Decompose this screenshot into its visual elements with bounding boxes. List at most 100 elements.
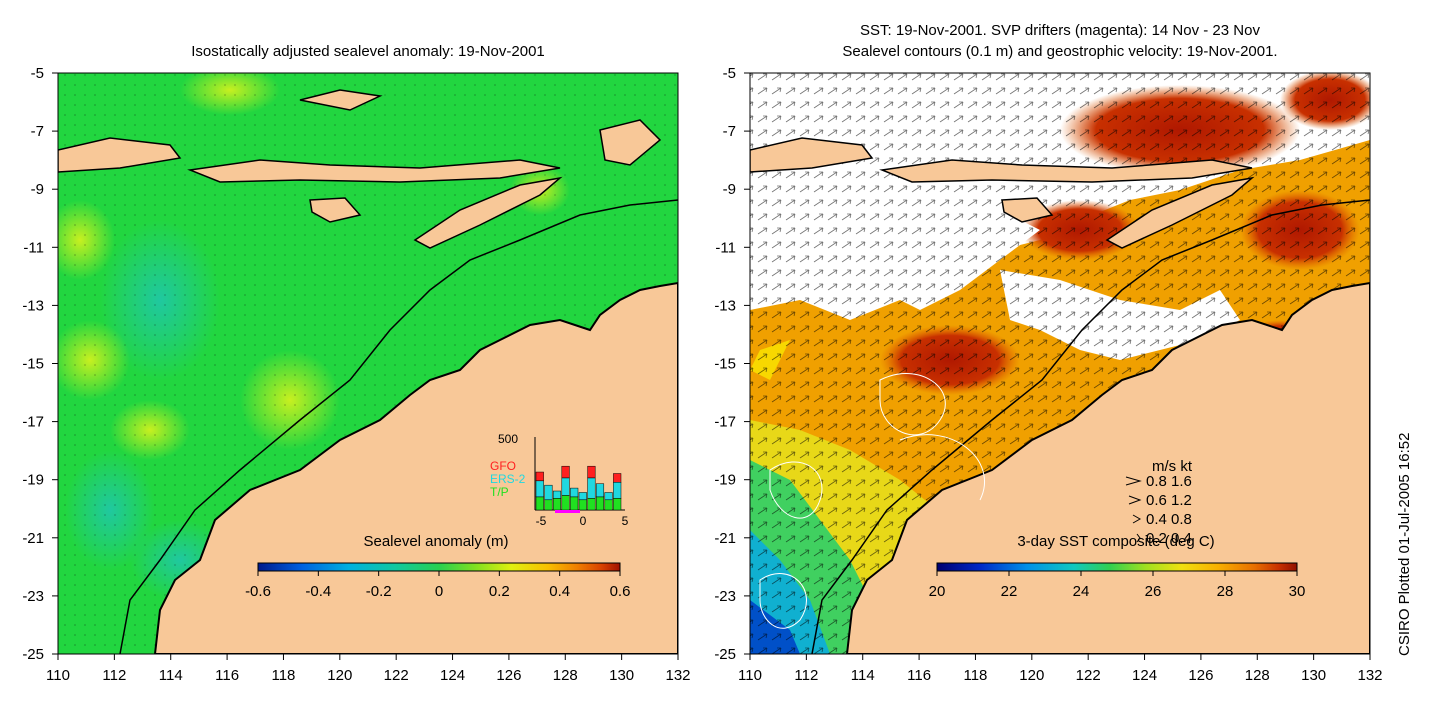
right-ytick-label: -5: [723, 65, 736, 82]
right-xtick-label: 128: [1245, 667, 1270, 684]
histogram-bar-ers: [613, 482, 622, 499]
left-ytick-label: -21: [22, 530, 44, 547]
histogram-bar-ers: [578, 492, 587, 501]
histogram-xtick-label: 0: [580, 514, 587, 528]
right-ytick-label: -9: [723, 181, 736, 198]
right-xtick-label: 120: [1019, 667, 1044, 684]
histogram-bar-gfo: [535, 471, 544, 482]
right-xtick-label: 114: [851, 667, 875, 684]
left-colorbar-ticks: -0.6 -0.4 -0.2 0 0.2 0.4 0.6: [245, 571, 630, 600]
histogram-bar-tp: [578, 499, 587, 511]
left-ytick-label: -23: [22, 588, 44, 605]
timor-island: [413, 176, 563, 249]
left-ytick-label: -17: [22, 414, 44, 431]
sumbawa-flores-islands-right: [879, 159, 1253, 183]
sumba-island: [309, 197, 362, 223]
histogram-bar-ers: [561, 477, 570, 496]
left-title: Isostatically adjusted sealevel anomaly:…: [191, 43, 545, 60]
right-xtick-label: 132: [1357, 667, 1382, 684]
colorbar-tick-label: 26: [1145, 583, 1162, 600]
left-ytick-label: -5: [31, 65, 44, 82]
right-xtick-label: 130: [1301, 667, 1326, 684]
left-xtick-label: 130: [609, 667, 634, 684]
histogram-bar-ers: [570, 487, 579, 498]
histogram-bar-gfo: [587, 465, 596, 479]
right-ytick-label: -7: [723, 123, 736, 140]
colorbar-tick-label: 30: [1289, 583, 1306, 600]
colorbar-tick-label: 20: [929, 583, 946, 600]
left-xtick-label: 112: [102, 667, 126, 684]
left-colorbar-label: Sealevel anomaly (m): [363, 533, 508, 550]
right-title-line1: SST: 19-Nov-2001. SVP drifters (magenta)…: [860, 22, 1260, 39]
histogram-xtick-label: 5: [622, 514, 629, 528]
left-ytick-label: -7: [31, 123, 44, 140]
northern-islands: [299, 89, 662, 166]
colorbar-tick-label: 24: [1073, 583, 1090, 600]
histogram-bar-tp: [613, 498, 622, 511]
histogram-bar-tp: [595, 496, 605, 511]
histogram-bar-ers: [587, 477, 596, 499]
left-xtick-label: 120: [327, 667, 352, 684]
velocity-legend-row: 0.4 0.8: [1146, 511, 1192, 528]
colorbar-tick-label: -0.6: [245, 583, 271, 600]
right-ytick-label: -11: [715, 239, 736, 256]
australia-land: [153, 281, 678, 654]
histogram-bar-ers: [535, 480, 544, 498]
right-ytick-label: -13: [714, 297, 736, 314]
right-colorbar-ticks: 20 22 24 26 28 30: [929, 571, 1306, 600]
velocity-legend-header: m/s kt: [1152, 458, 1193, 475]
right-title-line2: Sealevel contours (0.1 m) and geostrophi…: [842, 43, 1277, 60]
right-ytick-label: -21: [714, 530, 736, 547]
left-ytick-label: -13: [22, 297, 44, 314]
right-map: [750, 73, 1370, 654]
histogram-bar-ers: [595, 483, 605, 498]
right-xtick-label: 122: [1076, 667, 1101, 684]
histogram-legend-tp: T/P: [490, 485, 509, 499]
velocity-arrow-icon: [1136, 533, 1141, 543]
right-xtick-label: 124: [1132, 667, 1157, 684]
histogram-bar-tp: [544, 499, 553, 511]
histogram-bar-tp: [561, 495, 570, 511]
histogram-bar-tp: [570, 496, 579, 511]
histogram-ymax: 500: [498, 432, 518, 446]
colorbar-tick-label: -0.4: [305, 583, 331, 600]
colorbar-tick-label: 0.2: [489, 583, 510, 600]
drifter-range-bar: [555, 510, 580, 513]
right-ytick-label: -25: [714, 646, 736, 663]
java-island: [58, 137, 182, 173]
colorbar-tick-label: 22: [1001, 583, 1018, 600]
velocity-legend: m/s kt 0.8 1.6 0.6 1.2 0.4 0.8 0.2 0.4: [1125, 458, 1193, 547]
histogram-bar-ers: [552, 490, 562, 499]
left-xtick-label: 122: [384, 667, 409, 684]
sumbawa-flores-islands: [187, 159, 561, 183]
left-xtick-label: 126: [496, 667, 521, 684]
colorbar-tick-label: 28: [1217, 583, 1234, 600]
histogram-legend-ers2: ERS-2: [490, 472, 526, 486]
left-ytick-label: -19: [22, 472, 44, 489]
colorbar-tick-label: 0.6: [610, 583, 631, 600]
plot-credit: CSIRO Plotted 01-Jul-2005 16:52: [1396, 433, 1413, 656]
left-xtick-label: 110: [46, 667, 70, 684]
left-ytick-label: -25: [22, 646, 44, 663]
right-xtick-label: 116: [907, 667, 931, 684]
sumba-island-right: [1001, 197, 1054, 223]
left-xtick-label: 114: [159, 667, 183, 684]
right-ytick-label: -17: [714, 414, 736, 431]
histogram-bar-tp: [535, 496, 544, 511]
right-xtick-label: 126: [1188, 667, 1213, 684]
velocity-arrow-icon: [1132, 514, 1142, 524]
colorbar-tick-label: -0.2: [366, 583, 392, 600]
right-ytick-label: -23: [714, 588, 736, 605]
histogram-bar-tp: [604, 499, 613, 511]
histogram-xtick-label: -5: [536, 514, 547, 528]
histogram-legend-gfo: GFO: [490, 459, 516, 473]
right-xtick-label: 118: [963, 667, 987, 684]
velocity-arrow-icon: [1125, 476, 1142, 486]
left-ytick-label: -11: [23, 239, 44, 256]
left-ytick-label: -9: [31, 181, 44, 198]
left-xtick-label: 118: [271, 667, 295, 684]
